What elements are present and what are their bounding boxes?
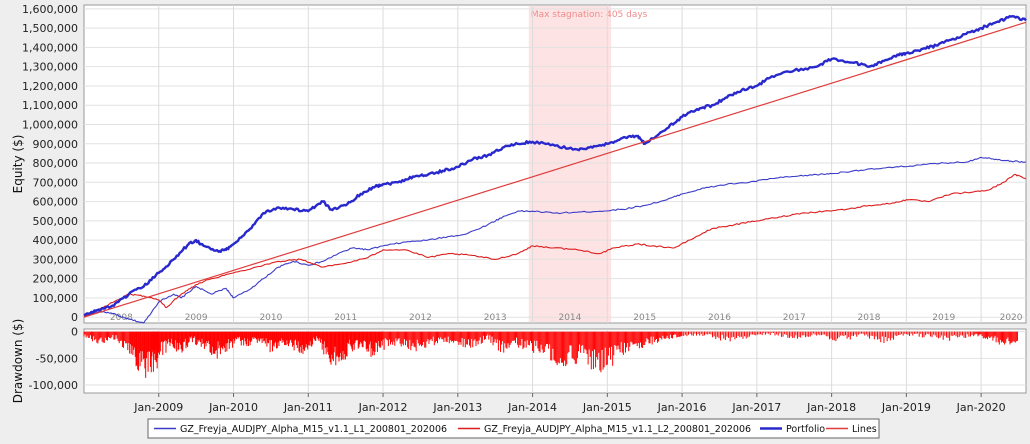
x-tick-label: Jan-2011 bbox=[283, 401, 333, 414]
equity-y-tick-label: 1,400,000 bbox=[22, 41, 78, 54]
equity-y-tick-label: 700,000 bbox=[33, 176, 79, 189]
equity-y-tick-label: 400,000 bbox=[33, 234, 79, 247]
stagnation-band bbox=[528, 6, 612, 322]
year-label: 2018 bbox=[858, 313, 881, 323]
equity-y-tick-label: 600,000 bbox=[33, 196, 79, 209]
equity-panel: Max stagnation: 405 days 0 100,000 200,000 3… bbox=[11, 3, 1027, 324]
legend-label: GZ_Freyja_AUDJPY_Alpha_M15_v1.1_L1_20080… bbox=[180, 424, 447, 435]
equity-y-tick-label: 1,600,000 bbox=[22, 3, 78, 16]
equity-y-tick-label: 0 bbox=[71, 311, 78, 324]
year-label: 2012 bbox=[409, 313, 432, 323]
equity-y-tick-label: 1,500,000 bbox=[22, 22, 78, 35]
year-label: 2015 bbox=[633, 313, 656, 323]
stagnation-label: Max stagnation: 405 days bbox=[531, 10, 648, 20]
x-tick-label: Jan-2020 bbox=[956, 401, 1006, 414]
x-axis: Jan-2009 Jan-2010 Jan-2011 Jan-2012 Jan-2013… bbox=[133, 393, 1006, 414]
equity-y-tick-label: 1,000,000 bbox=[22, 118, 78, 131]
equity-y-tick-label: 100,000 bbox=[33, 292, 79, 305]
legend-label: Lines bbox=[852, 424, 877, 435]
series-line-3 bbox=[83, 21, 1027, 318]
x-tick-label: Jan-2010 bbox=[208, 401, 258, 414]
year-label: 2019 bbox=[932, 313, 955, 323]
series-line-0 bbox=[83, 156, 1027, 324]
equity-y-tick-label: 900,000 bbox=[33, 138, 79, 151]
year-label: 2020 bbox=[1000, 313, 1023, 323]
year-label: 2016 bbox=[708, 313, 731, 323]
year-label: 2009 bbox=[185, 313, 208, 323]
drawdown-y-tick-label: 0 bbox=[71, 326, 78, 339]
equity-y-tick-label: 1,300,000 bbox=[22, 61, 78, 74]
drawdown-y-tick-label: -100,000 bbox=[29, 379, 78, 392]
drawdown-y-axis-title: Drawdown ($) bbox=[11, 319, 25, 404]
x-tick-label: Jan-2017 bbox=[731, 401, 781, 414]
x-tick-label: Jan-2015 bbox=[582, 401, 632, 414]
series-line-2 bbox=[83, 15, 1027, 317]
x-tick-label: Jan-2018 bbox=[806, 401, 856, 414]
equity-y-tick-label: 800,000 bbox=[33, 157, 79, 170]
x-tick-label: Jan-2014 bbox=[507, 401, 557, 414]
legend-box bbox=[147, 418, 880, 439]
series-line-1 bbox=[83, 173, 1027, 318]
legend-label: GZ_Freyja_AUDJPY_Alpha_M15_v1.1_L2_20080… bbox=[484, 424, 751, 435]
equity-y-tick-label: 1,200,000 bbox=[22, 80, 78, 93]
x-tick-label: Jan-2009 bbox=[133, 401, 183, 414]
equity-y-tick-label: 200,000 bbox=[33, 273, 79, 286]
year-label: 2014 bbox=[558, 313, 581, 323]
year-label: 2010 bbox=[259, 313, 282, 323]
equity-y-tick-label: 500,000 bbox=[33, 215, 79, 228]
x-tick-label: Jan-2012 bbox=[358, 401, 408, 414]
year-label: 2013 bbox=[484, 313, 507, 323]
x-tick-label: Jan-2013 bbox=[432, 401, 482, 414]
legend-label: Portfolio bbox=[786, 424, 825, 435]
drawdown-y-tick-label: -50,000 bbox=[36, 352, 78, 365]
year-label: 2011 bbox=[334, 313, 357, 323]
x-tick-label: Jan-2016 bbox=[657, 401, 707, 414]
drawdown-panel: 0 -50,000 -100,000 Drawdown ($) bbox=[11, 319, 1027, 404]
legend: GZ_Freyja_AUDJPY_Alpha_M15_v1.1_L1_20080… bbox=[147, 418, 880, 439]
x-tick-label: Jan-2019 bbox=[881, 401, 931, 414]
year-label: 2017 bbox=[783, 313, 806, 323]
equity-y-axis-title: Equity ($) bbox=[11, 135, 25, 194]
year-label: 2008 bbox=[110, 313, 133, 323]
equity-y-tick-label: 300,000 bbox=[33, 253, 79, 266]
equity-y-tick-label: 1,100,000 bbox=[22, 99, 78, 112]
